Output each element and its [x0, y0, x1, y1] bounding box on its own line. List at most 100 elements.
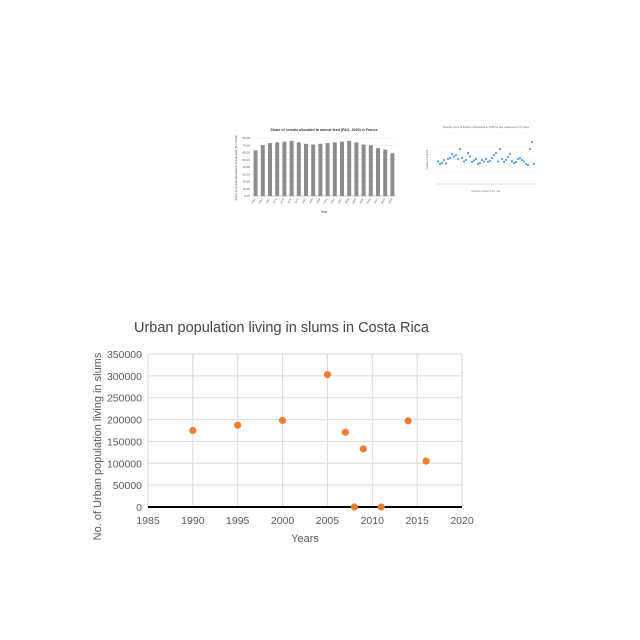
main-xtick-label: 1995 [226, 515, 250, 527]
small-scatter-point [438, 162, 442, 166]
bar-ylabel: Share of cereals allocated to animal fee… [234, 135, 238, 200]
main-ytick-label: 0 [136, 502, 142, 514]
small-scatter-point [498, 147, 502, 151]
bar-xtick-label: 2015 [380, 197, 387, 204]
main-scatter-point [359, 445, 367, 453]
small-scatter-point [470, 160, 474, 164]
bar [376, 148, 380, 196]
small-scatter-point [486, 160, 490, 164]
bar [304, 143, 308, 196]
small-scatter-point [450, 152, 454, 156]
main-scatter-point [404, 417, 412, 425]
bar-xtick-label: 2000 [344, 197, 351, 204]
small-scatter-point [514, 160, 518, 164]
bar [347, 140, 352, 196]
bar [361, 144, 366, 196]
bar [354, 142, 359, 196]
small-scatter-point [488, 159, 492, 163]
small-scatter-point [456, 157, 460, 161]
bar-xlabel: Year [321, 210, 329, 214]
bar-xtick-label: 1994 [329, 197, 336, 204]
small-scatter-point [496, 160, 500, 163]
small-scatter-point [458, 147, 462, 151]
main-ylabel: No. of Urban population living in slums [92, 352, 104, 540]
bar-xtick-label: 1961 [250, 197, 257, 204]
bar-xtick-label: 1973 [279, 197, 286, 204]
bar [340, 141, 344, 196]
bar [275, 142, 280, 196]
thumbnail-bar-chart: Share of cereals allocated to animal fee… [228, 124, 400, 216]
bar-xtick-label: 2006 [358, 197, 365, 204]
small-scatter-point [464, 158, 468, 162]
bar [390, 153, 395, 196]
bar-xtick-label: 1982 [301, 197, 308, 204]
small-scatter-point [460, 156, 464, 160]
small-scatter-point [502, 160, 506, 164]
bar [318, 143, 323, 196]
bar [282, 141, 287, 196]
main-scatter-chart: 0 50000 100000 150000 200000 250000 300000 3500… [86, 312, 476, 552]
small-scatter-point [484, 157, 488, 161]
main-scatter-point [422, 457, 430, 465]
small-scatter-point [466, 151, 470, 155]
bar-ytick-label: 0.00 [244, 194, 250, 198]
bar-ytick-label: 30.00 [242, 172, 250, 176]
small-scatter-xlabel: Number of flood in the Year [472, 190, 501, 193]
small-scatter-point [462, 160, 466, 163]
small-scatter-point [480, 158, 484, 162]
small-scatter-point [446, 157, 450, 161]
small-scatter-point [440, 161, 444, 165]
main-ytick-label: 300000 [107, 371, 142, 383]
bar-chart-svg: Share of cereals allocated to animal fee… [234, 128, 396, 214]
bar [268, 143, 272, 196]
main-ytick-label: 100000 [107, 458, 142, 470]
bar-xtick-label: 1985 [308, 197, 315, 204]
bar [260, 145, 265, 196]
small-scatter-chart-svg: Monthly count of floods in Panorama in 2… [426, 125, 536, 193]
small-scatter-point [442, 158, 446, 162]
bar-ytick-label: 50.00 [242, 158, 250, 162]
small-scatter-point [490, 156, 494, 160]
small-scatter-point [524, 162, 528, 166]
main-scatter-point [323, 370, 332, 379]
small-scatter-point [526, 163, 530, 167]
main-scatter-point [377, 503, 385, 511]
small-scatter-point [444, 162, 448, 165]
bar-xtick-label: 1988 [315, 197, 322, 204]
small-scatter-point [472, 159, 476, 162]
small-scatter-point [530, 140, 534, 144]
small-scatter-point [522, 160, 526, 163]
main-ytick-label: 50000 [113, 480, 142, 492]
small-scatter-point [506, 155, 510, 159]
bar-ytick-label: 20.00 [242, 180, 250, 184]
main-xtick-label: 2015 [405, 515, 429, 527]
small-scatter-point [510, 159, 514, 163]
small-scatter-ylabel: Number of Rainfall [426, 150, 429, 170]
main-scatter-point [278, 416, 287, 425]
bar-xtick-label: 1991 [322, 197, 329, 204]
bar-xtick-label: 2009 [365, 197, 372, 204]
main-scatter-point [189, 426, 197, 435]
small-scatter-point [504, 158, 508, 162]
bar-xtick-label: 1964 [257, 197, 264, 204]
bar [383, 149, 388, 196]
main-ytick-label: 250000 [107, 393, 142, 405]
chart-title: Urban population living in slums in Cost… [134, 320, 429, 336]
bar-xtick-label: 2018 [387, 197, 394, 204]
bar-xtick-label: 2003 [351, 197, 358, 204]
main-scatter-point [350, 503, 358, 511]
bar-xtick-label: 1976 [286, 197, 293, 204]
main-xtick-label: 2020 [450, 515, 474, 527]
small-scatter-point [494, 151, 498, 155]
bar-xtick-label: 1979 [293, 197, 300, 204]
bar [253, 150, 258, 196]
small-scatter-point [500, 157, 504, 161]
bar-xtick-label: 1970 [272, 197, 279, 204]
main-xtick-label: 2005 [316, 515, 340, 527]
main-xtick-label: 1985 [136, 515, 160, 527]
small-scatter-point [516, 157, 520, 161]
small-scatter-point [436, 160, 440, 163]
bar [296, 142, 301, 196]
small-scatter-point [512, 161, 516, 165]
bar-xtick-label: 1997 [337, 197, 344, 204]
